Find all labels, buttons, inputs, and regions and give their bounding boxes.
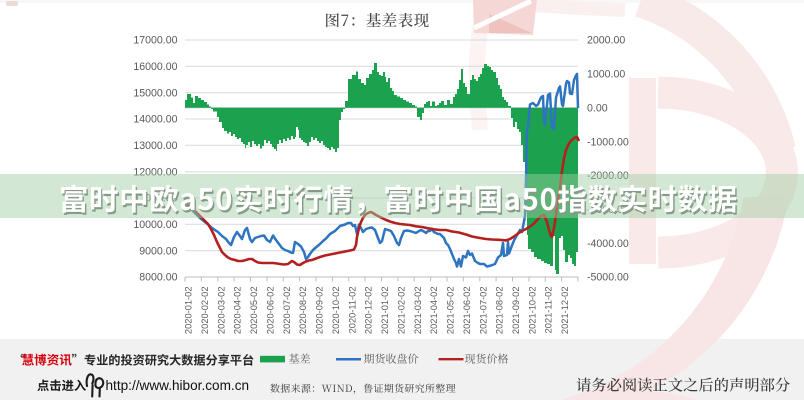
svg-text:2021-10-02: 2021-10-02 (527, 287, 537, 335)
svg-text:9000.00: 9000.00 (139, 245, 177, 257)
svg-text:2020-12-02: 2020-12-02 (364, 287, 374, 335)
svg-text:15000.00: 15000.00 (133, 87, 177, 99)
svg-text:2021-08-02: 2021-08-02 (495, 287, 505, 335)
svg-text:2021-12-02: 2021-12-02 (560, 287, 570, 335)
svg-text:14000.00: 14000.00 (133, 114, 177, 126)
svg-text:2021-01-02: 2021-01-02 (380, 287, 390, 335)
svg-text:-1000.00: -1000.00 (587, 136, 629, 148)
svg-text:2021-07-02: 2021-07-02 (478, 287, 488, 335)
svg-text:http://www.hibor.com.cn: http://www.hibor.com.cn (106, 378, 250, 393)
svg-text:12000.00: 12000.00 (133, 166, 177, 178)
svg-text:2021-11-02: 2021-11-02 (544, 287, 554, 334)
svg-text:2020-08-02: 2020-08-02 (298, 287, 308, 335)
svg-text:-2000.00: -2000.00 (587, 170, 629, 182)
svg-text:2021-02-02: 2021-02-02 (396, 287, 406, 335)
svg-text:2020-09-02: 2020-09-02 (315, 287, 325, 335)
svg-text:13000.00: 13000.00 (133, 140, 177, 152)
svg-text:2021-09-02: 2021-09-02 (511, 287, 521, 335)
svg-text:17000.00: 17000.00 (133, 35, 177, 47)
svg-text:-5000.00: -5000.00 (587, 272, 629, 284)
svg-text:2020-11-02: 2020-11-02 (347, 287, 357, 334)
svg-text:10000.00: 10000.00 (133, 219, 177, 231)
svg-text:2021-06-02: 2021-06-02 (462, 287, 472, 335)
svg-text:2020-01-02: 2020-01-02 (184, 287, 194, 335)
svg-text:2020-10-02: 2020-10-02 (331, 287, 341, 335)
svg-text:2020-06-02: 2020-06-02 (265, 287, 275, 335)
svg-text:1000.00: 1000.00 (587, 69, 625, 81)
svg-text:2020-03-02: 2020-03-02 (216, 287, 226, 335)
svg-text:2020-02-02: 2020-02-02 (200, 287, 210, 335)
svg-text:2020-04-02: 2020-04-02 (233, 287, 243, 335)
svg-text:2020-07-02: 2020-07-02 (282, 287, 292, 335)
svg-text:2021-03-02: 2021-03-02 (413, 287, 423, 335)
svg-text:2020-05-02: 2020-05-02 (249, 287, 259, 335)
svg-text:2000.00: 2000.00 (587, 35, 625, 47)
svg-text:16000.00: 16000.00 (133, 61, 177, 73)
svg-text:8000.00: 8000.00 (139, 272, 177, 284)
svg-text:2021-04-02: 2021-04-02 (429, 287, 439, 335)
svg-text:-4000.00: -4000.00 (587, 238, 629, 250)
svg-text:2021-05-02: 2021-05-02 (446, 287, 456, 335)
svg-text:0.00: 0.00 (587, 102, 608, 114)
